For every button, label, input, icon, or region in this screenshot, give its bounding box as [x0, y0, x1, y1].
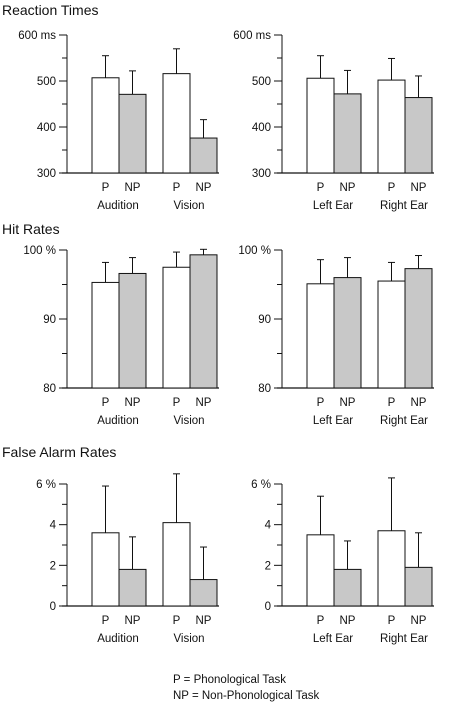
category-label: P — [317, 182, 325, 194]
y-tick-label: 300 — [37, 168, 56, 180]
y-tick-label: 300 — [252, 168, 271, 180]
y-tick-label: 0 — [50, 601, 56, 613]
category-label: NP — [196, 397, 212, 409]
group-label: Right Ear — [380, 200, 428, 212]
bar-p — [91, 281, 120, 389]
bar-p — [306, 77, 335, 174]
group-label: Vision — [173, 415, 204, 427]
y-tick-label: 6 % — [36, 479, 56, 491]
group-label: Audition — [97, 200, 139, 212]
y-tick-label: 90 — [258, 314, 271, 326]
y-tick-label: 400 — [37, 122, 56, 134]
category-label: P — [388, 182, 396, 194]
category-label: NP — [125, 397, 141, 409]
bar-p — [162, 266, 191, 389]
y-tick-label: 400 — [252, 122, 271, 134]
category-label: NP — [125, 615, 141, 627]
category-label: NP — [411, 615, 427, 627]
bar-p — [162, 73, 191, 174]
y-tick-label: 2 — [265, 560, 271, 572]
y-tick-label: 80 — [258, 383, 271, 395]
bar-p — [306, 283, 335, 389]
category-label: P — [102, 182, 110, 194]
category-label: P — [102, 397, 110, 409]
category-label: P — [173, 182, 181, 194]
section-title-false-alarm-rates: False Alarm Rates — [2, 444, 116, 460]
group-label: Right Ear — [380, 633, 428, 645]
bar-np — [404, 566, 433, 607]
bar-np — [118, 272, 147, 389]
bar-np — [333, 93, 362, 174]
y-tick-label: 100 % — [238, 245, 271, 257]
category-label: NP — [196, 182, 212, 194]
category-label: P — [173, 397, 181, 409]
y-tick-label: 600 ms — [233, 30, 271, 42]
group-label: Vision — [173, 200, 204, 212]
bar-p — [162, 522, 191, 607]
bar-p — [377, 280, 406, 389]
y-tick-label: 500 — [37, 76, 56, 88]
bar-np — [404, 268, 433, 389]
category-label: P — [388, 397, 396, 409]
category-label: NP — [340, 397, 356, 409]
group-label: Audition — [97, 415, 139, 427]
category-label: P — [102, 615, 110, 627]
group-label: Left Ear — [313, 415, 353, 427]
chart-panel: 80 90 100 % P NP Left Ear P NP Right Ear — [238, 245, 434, 427]
y-tick-label: 100 % — [23, 245, 56, 257]
bar-p — [91, 77, 120, 174]
group-label: Right Ear — [380, 415, 428, 427]
category-label: P — [173, 615, 181, 627]
y-tick-label: 500 — [252, 76, 271, 88]
group-label: Audition — [97, 633, 139, 645]
legend-non-phonological: NP = Non-Phonological Task — [173, 690, 320, 702]
bar-np — [118, 568, 147, 607]
y-tick-label: 600 ms — [18, 30, 56, 42]
chart-panel: 300 400 500 600 ms P NP Left Ear P NP Right Ear — [233, 30, 434, 212]
y-tick-label: 4 — [50, 520, 57, 532]
bar-np — [189, 579, 218, 607]
y-tick-label: 6 % — [251, 479, 271, 491]
chart-panel: 300 400 500 600 ms P NP Audition P NP Vision — [18, 30, 219, 212]
y-tick-label: 4 — [265, 520, 272, 532]
bar-np — [333, 568, 362, 607]
category-label: NP — [411, 397, 427, 409]
section-title-hit-rates: Hit Rates — [2, 221, 60, 237]
bar-p — [306, 534, 335, 607]
bar-np — [118, 93, 147, 174]
y-tick-label: 2 — [50, 560, 56, 572]
bar-np — [333, 277, 362, 389]
group-label: Vision — [173, 633, 204, 645]
bar-p — [377, 530, 406, 607]
bar-p — [91, 532, 120, 607]
y-tick-label: 90 — [43, 314, 56, 326]
bar-np — [189, 137, 218, 174]
category-label: P — [317, 397, 325, 409]
y-tick-label: 0 — [265, 601, 271, 613]
legend-phonological: P = Phonological Task — [173, 674, 286, 686]
category-label: NP — [411, 182, 427, 194]
category-label: NP — [196, 615, 212, 627]
bar-np — [189, 254, 218, 389]
category-label: NP — [340, 182, 356, 194]
bar-np — [404, 97, 433, 174]
category-label: NP — [340, 615, 356, 627]
chart-panel: 0 2 4 6 % P NP Audition P NP Vision — [36, 473, 219, 645]
group-label: Left Ear — [313, 200, 353, 212]
category-label: P — [317, 615, 325, 627]
y-tick-label: 80 — [43, 383, 56, 395]
category-label: NP — [125, 182, 141, 194]
chart-panel: 0 2 4 6 % P NP Left Ear P NP Right Ear — [251, 477, 434, 645]
bar-p — [377, 79, 406, 174]
section-title-reaction-times: Reaction Times — [2, 2, 98, 18]
chart-panel: 80 90 100 % P NP Audition P NP Vision — [23, 245, 219, 427]
category-label: P — [388, 615, 396, 627]
group-label: Left Ear — [313, 633, 353, 645]
